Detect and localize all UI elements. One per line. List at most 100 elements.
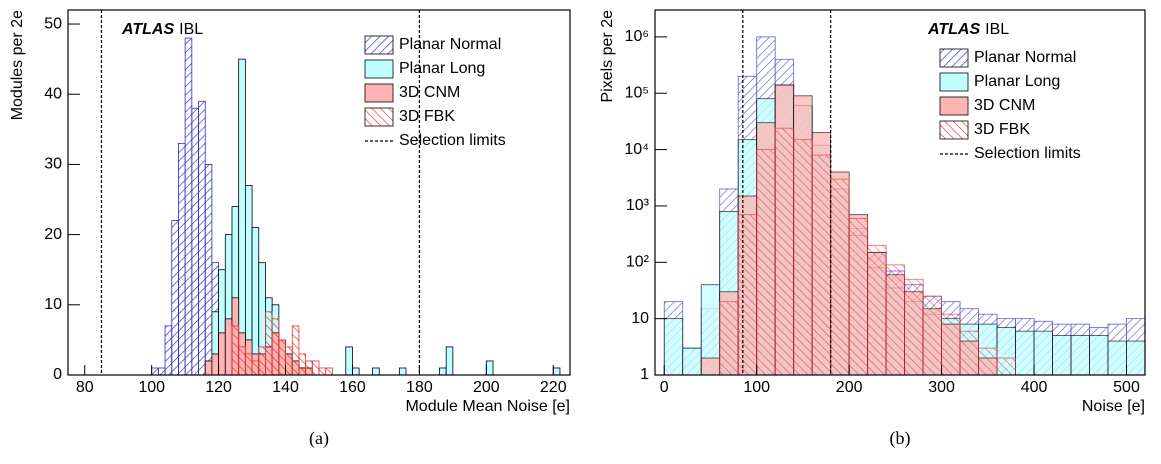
bar	[238, 346, 246, 376]
y-tick-label: 0	[53, 366, 62, 383]
legend-swatch	[939, 96, 969, 116]
y-tick-label: 10³	[626, 197, 650, 214]
x-tick-label: 140	[272, 379, 299, 396]
atlas-label: ATLAS	[121, 21, 174, 38]
bar	[151, 367, 159, 376]
x-axis-label: Noise [e]	[1082, 398, 1145, 415]
y-tick-label: 10²	[626, 254, 650, 271]
bar	[291, 325, 300, 376]
bar	[244, 353, 253, 376]
plot-frame	[67, 9, 571, 376]
bar	[325, 367, 333, 376]
y-tick-label: 50	[44, 15, 62, 32]
bar	[959, 330, 979, 376]
bar	[352, 367, 360, 376]
bar	[552, 367, 561, 376]
bar	[867, 244, 887, 376]
legend-label: 3D CNM	[974, 97, 1035, 114]
y-tick-label: 30	[44, 156, 62, 173]
bar	[285, 346, 293, 376]
bar	[157, 367, 166, 376]
bar	[700, 357, 721, 376]
series	[719, 127, 1016, 376]
x-tick-label: 100	[138, 379, 165, 396]
bar	[305, 360, 313, 376]
bar	[1015, 330, 1035, 376]
bar	[941, 313, 961, 376]
x-tick-label: 500	[1113, 379, 1140, 396]
bar	[737, 214, 758, 376]
bar	[445, 346, 454, 376]
bar	[271, 318, 280, 376]
bar	[904, 278, 924, 376]
legend-swatch	[939, 72, 969, 92]
legend-swatch	[364, 59, 394, 79]
x-axis-label: Module Mean Noise [e]	[405, 398, 570, 415]
bar	[218, 332, 226, 376]
x-tick-label: 200	[836, 379, 863, 396]
bar	[251, 360, 260, 376]
y-tick-label: 1	[640, 366, 649, 383]
bar	[756, 149, 776, 376]
bar	[996, 357, 1016, 376]
bar	[224, 318, 233, 376]
bar	[978, 347, 998, 376]
y-tick-label: 10⁶	[625, 28, 649, 45]
bar	[885, 264, 906, 376]
x-tick-label: 0	[660, 379, 669, 396]
y-tick-label: 10	[44, 296, 62, 313]
y-tick-label: 10⁴	[624, 141, 649, 158]
bar	[682, 347, 702, 376]
y-axis-label: Modules per 2e	[9, 10, 26, 120]
bar	[164, 325, 173, 376]
x-tick-label: 180	[406, 379, 433, 396]
bar	[1070, 335, 1090, 376]
bar	[719, 301, 739, 376]
bar	[204, 164, 213, 376]
legend-swatch	[364, 107, 394, 127]
atlas-sub: IBL	[985, 21, 1009, 38]
x-tick-label: 80	[76, 379, 94, 396]
bar	[1107, 340, 1127, 376]
bar	[204, 360, 213, 376]
atlas-sub: IBL	[179, 21, 203, 38]
x-tick-label: 160	[339, 379, 366, 396]
bar	[848, 218, 869, 376]
x-tick-label: 120	[205, 379, 232, 396]
bar	[265, 311, 273, 376]
x-tick-label: 100	[743, 379, 770, 396]
plot-frame	[654, 9, 1146, 376]
y-tick-label: 10	[631, 310, 649, 327]
bar	[398, 367, 407, 376]
legend-label: 3D CNM	[399, 84, 460, 101]
legend-label: Planar Normal	[974, 49, 1076, 66]
bar	[311, 360, 320, 376]
legend-label: Selection limits	[399, 132, 506, 149]
bar	[439, 367, 447, 376]
bar	[922, 295, 943, 376]
legend-label: 3D FBK	[399, 108, 455, 125]
caption: (b)	[890, 428, 911, 449]
bar	[178, 142, 186, 376]
bar	[251, 227, 260, 376]
atlas-label: ATLAS	[927, 21, 980, 38]
bar	[345, 346, 353, 376]
legend-swatch	[364, 35, 394, 55]
bar	[1126, 340, 1146, 376]
x-tick-label: 200	[473, 379, 500, 396]
bar	[830, 178, 850, 376]
bar	[231, 325, 240, 376]
x-tick-label: 400	[1021, 379, 1048, 396]
legend-label: Planar Normal	[399, 36, 501, 53]
bar	[811, 154, 832, 376]
bar	[774, 127, 795, 376]
bar	[258, 346, 266, 376]
bar	[278, 339, 286, 376]
x-tick-label: 300	[928, 379, 955, 396]
y-axis-label: Pixels per 2e	[599, 10, 616, 103]
legend-swatch	[939, 120, 969, 140]
bar	[1052, 335, 1072, 376]
legend-swatch	[364, 83, 394, 103]
